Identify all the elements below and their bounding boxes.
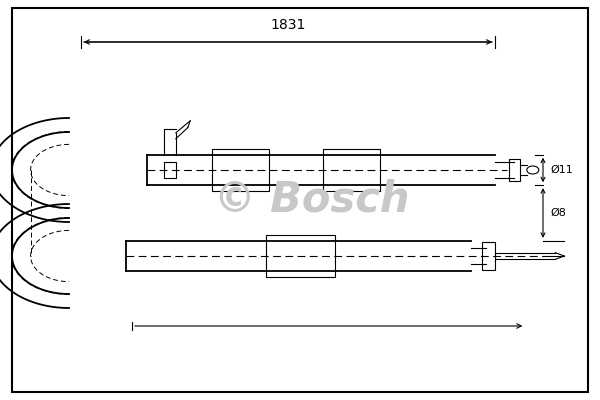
Text: © Bosch: © Bosch <box>214 179 410 221</box>
Text: Ø11: Ø11 <box>550 165 573 175</box>
Bar <box>164 162 176 178</box>
Text: 1831: 1831 <box>271 18 305 32</box>
Bar <box>509 159 520 182</box>
Bar <box>212 150 269 190</box>
Text: Ø8: Ø8 <box>550 208 566 218</box>
Bar <box>265 236 335 276</box>
Bar <box>323 150 380 190</box>
Bar <box>482 242 495 270</box>
